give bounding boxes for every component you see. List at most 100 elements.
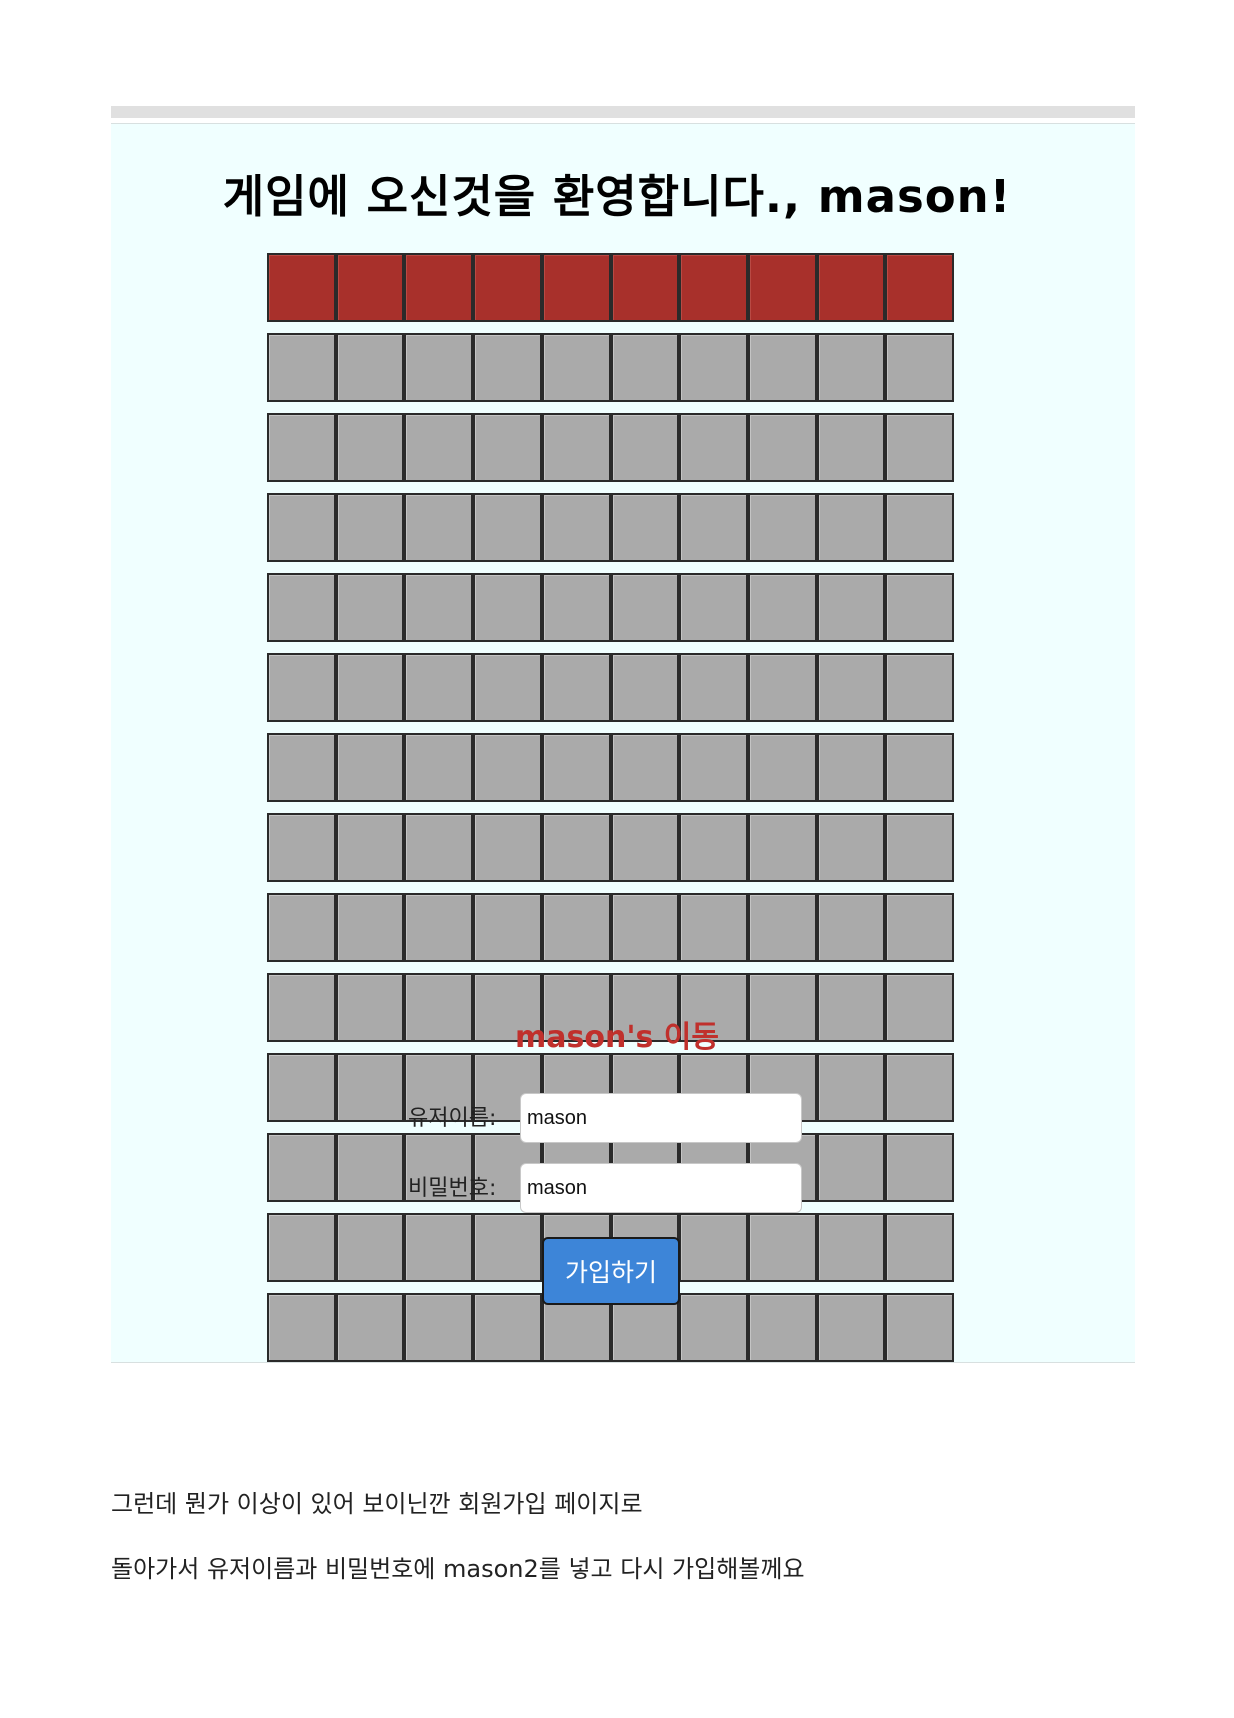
board-cell: [885, 1133, 955, 1202]
board-cell: [610, 813, 680, 882]
board-cell: [404, 493, 474, 562]
article-paragraph-1: 그런데 뭔가 이상이 있어 보이닌깐 회원가입 페이지로: [111, 1490, 643, 1518]
board-cell-filled: [610, 253, 680, 322]
board-cell: [610, 893, 680, 962]
board-cell: [747, 1293, 817, 1362]
board-cell-filled: [885, 253, 955, 322]
board-cell: [816, 573, 886, 642]
board-cell: [610, 653, 680, 722]
board-cell-filled: [267, 253, 336, 322]
board-cell: [335, 973, 405, 1042]
board-cell: [747, 813, 817, 882]
board-cell: [747, 893, 817, 962]
board-cell: [335, 1293, 405, 1362]
board-cell: [335, 653, 405, 722]
board-cell: [610, 573, 680, 642]
board-cell: [473, 973, 542, 1042]
board-cell: [885, 1293, 955, 1362]
board-row: [267, 653, 955, 722]
signup-button[interactable]: 가입하기: [542, 1237, 680, 1305]
board-cell: [404, 1293, 474, 1362]
board-row: [267, 1293, 955, 1362]
board-cell: [610, 333, 680, 402]
board-cell: [473, 1293, 542, 1362]
board-cell: [473, 333, 542, 402]
board-row: [267, 973, 955, 1042]
board-cell: [267, 1133, 336, 1202]
board-cell: [610, 973, 680, 1042]
board-cell: [816, 813, 886, 882]
board-cell: [404, 333, 474, 402]
username-label: 유저이름:: [408, 1106, 497, 1131]
board-cell-filled: [541, 253, 611, 322]
board-cell: [267, 333, 336, 402]
board-cell: [885, 573, 955, 642]
board-cell: [267, 813, 336, 882]
board-cell: [885, 973, 955, 1042]
board-cell-filled: [473, 253, 542, 322]
board-cell: [404, 573, 474, 642]
board-cell: [404, 813, 474, 882]
board-cell: [885, 813, 955, 882]
board-cell: [473, 733, 542, 802]
board-cell: [473, 493, 542, 562]
board-cell: [679, 1213, 748, 1282]
board-cell: [267, 413, 336, 482]
board-cell: [816, 1213, 886, 1282]
board-cell: [747, 1213, 817, 1282]
board-cell: [404, 653, 474, 722]
board-cell: [335, 413, 405, 482]
board-cell: [267, 1213, 336, 1282]
board-cell: [541, 653, 611, 722]
board-row: [267, 333, 955, 402]
board-cell: [473, 573, 542, 642]
board-row: [267, 413, 955, 482]
board-cell: [885, 1053, 955, 1122]
board-cell: [404, 893, 474, 962]
board-cell: [473, 893, 542, 962]
board-cell: [679, 573, 748, 642]
board-cell: [885, 893, 955, 962]
board-cell: [541, 413, 611, 482]
board-cell: [816, 413, 886, 482]
board-cell: [541, 733, 611, 802]
board-cell: [747, 493, 817, 562]
board-cell-filled: [816, 253, 886, 322]
board-cell: [610, 413, 680, 482]
board-cell: [541, 573, 611, 642]
board-cell: [541, 813, 611, 882]
username-input[interactable]: [520, 1093, 802, 1143]
board-cell: [885, 413, 955, 482]
board-cell: [679, 973, 748, 1042]
board-cell: [679, 653, 748, 722]
board-cell: [747, 973, 817, 1042]
password-input[interactable]: [520, 1163, 802, 1213]
board-cell: [816, 1293, 886, 1362]
board-cell-filled: [404, 253, 474, 322]
board-cell: [335, 1053, 405, 1122]
board-cell: [816, 333, 886, 402]
board-cell: [404, 1133, 474, 1202]
board-cell: [404, 1053, 474, 1122]
board-cell: [541, 333, 611, 402]
board-cell: [267, 893, 336, 962]
board-cell: [335, 733, 405, 802]
board-row: [267, 813, 955, 882]
board-cell: [816, 493, 886, 562]
board-cell: [267, 1293, 336, 1362]
board-cell: [267, 653, 336, 722]
board-cell: [267, 493, 336, 562]
board-cell-filled: [679, 253, 748, 322]
board-cell: [747, 333, 817, 402]
board-cell: [541, 973, 611, 1042]
board-cell: [816, 973, 886, 1042]
board-cell: [816, 653, 886, 722]
board-cell: [335, 573, 405, 642]
board-cell: [473, 653, 542, 722]
board-cell: [747, 573, 817, 642]
board-cell: [267, 1053, 336, 1122]
board-cell: [404, 1213, 474, 1282]
board-cell: [885, 653, 955, 722]
board-cell: [885, 493, 955, 562]
board-cell: [335, 1133, 405, 1202]
